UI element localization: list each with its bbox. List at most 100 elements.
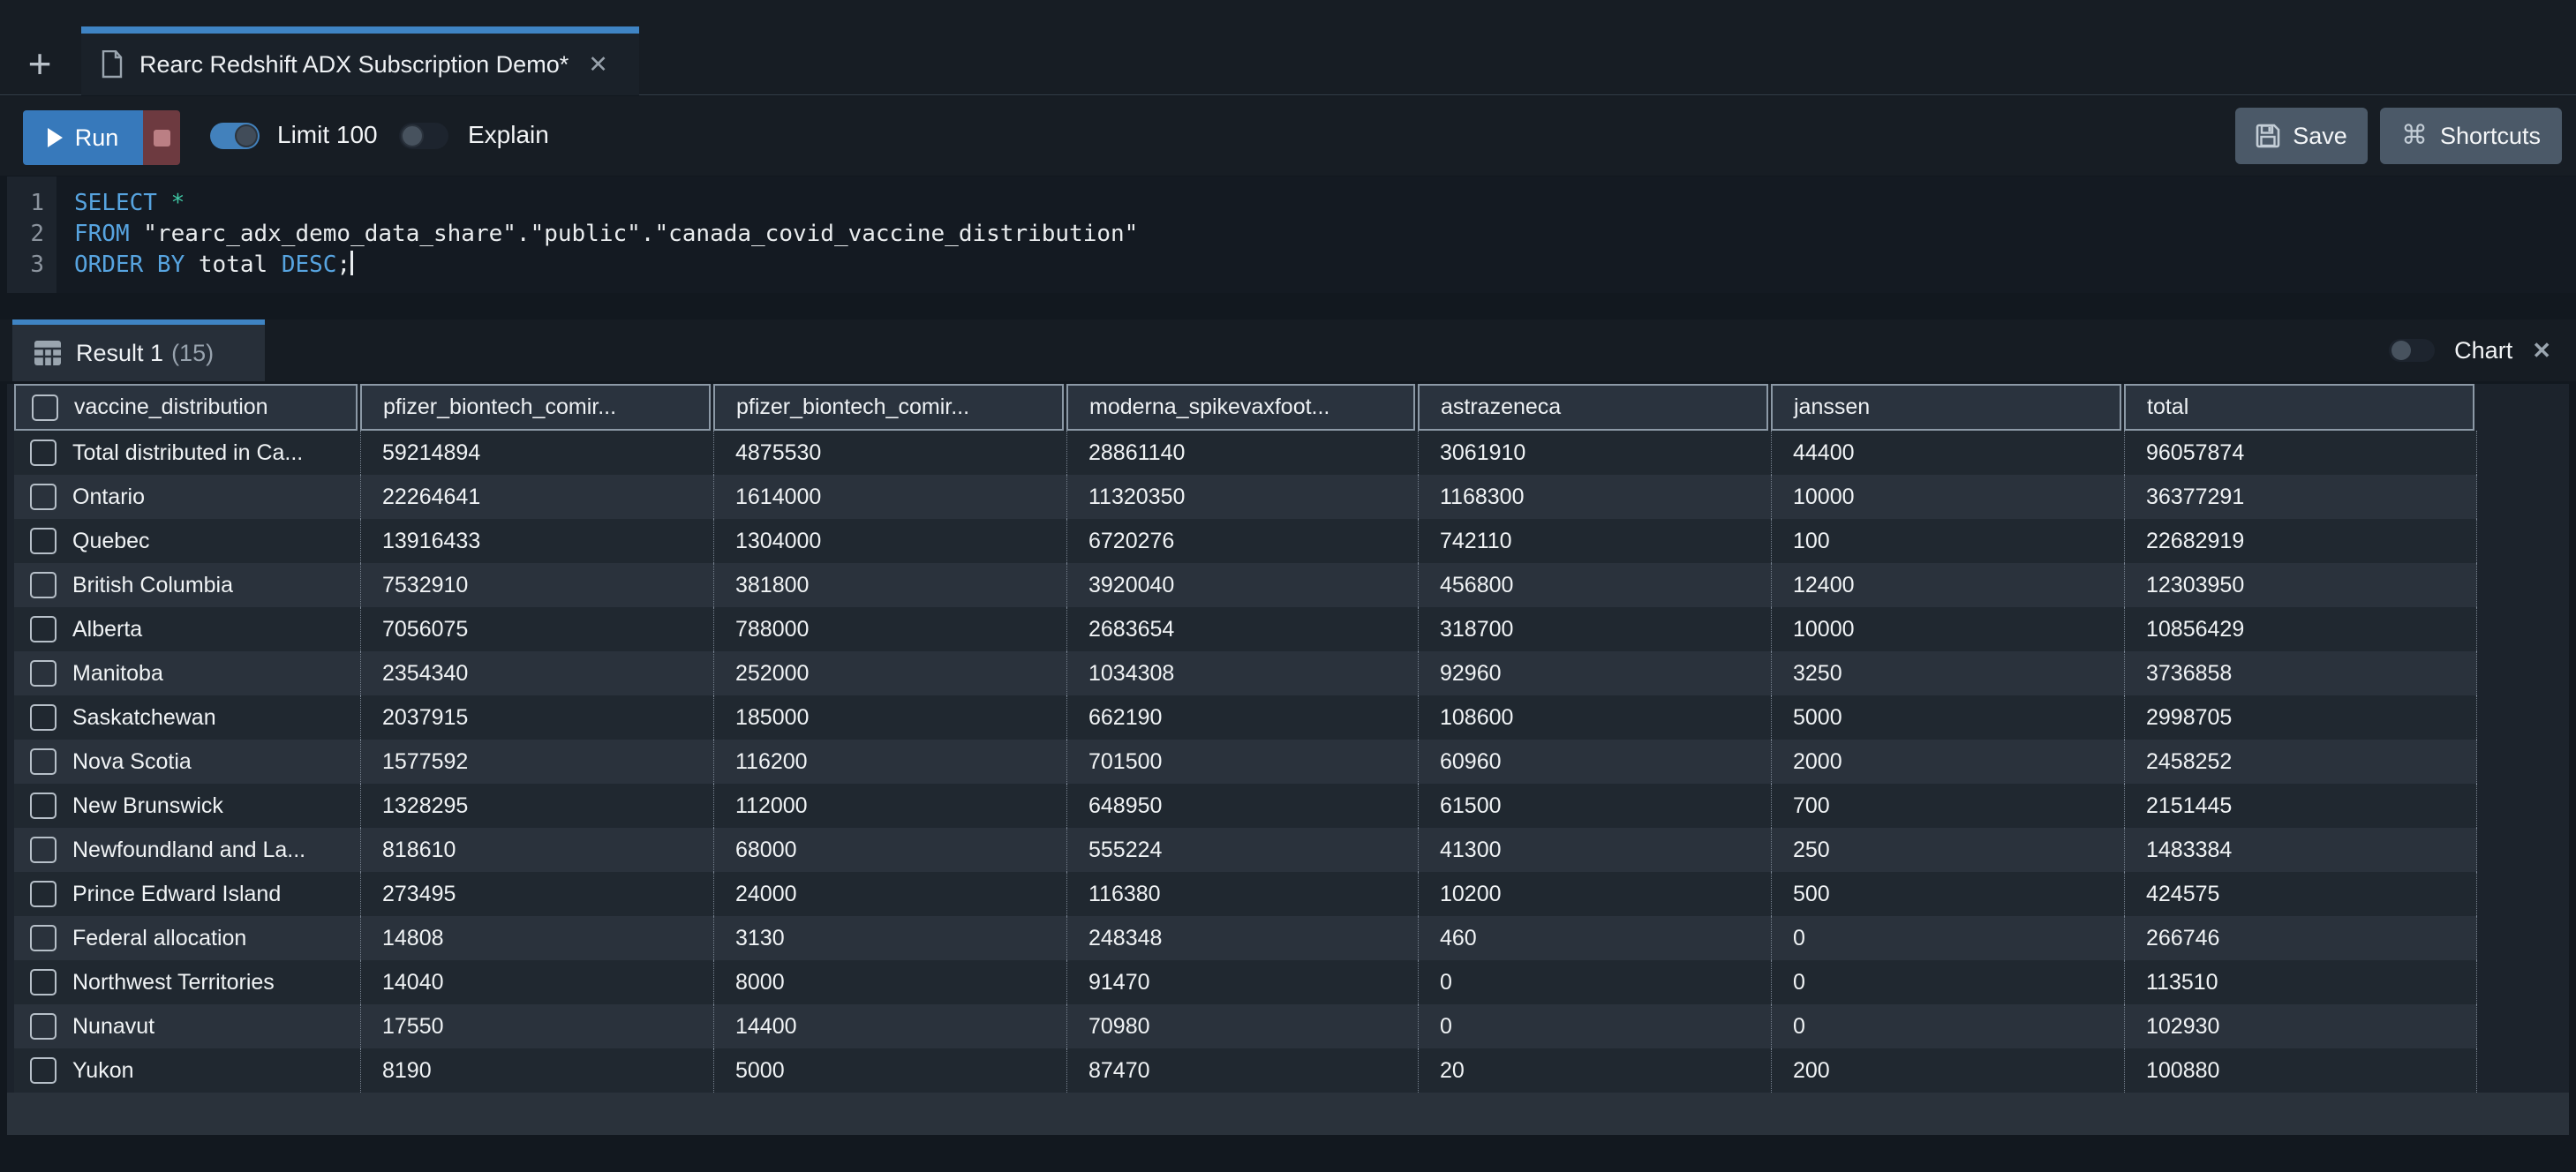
table-cell: New Brunswick	[14, 784, 360, 828]
table-cell: Federal allocation	[14, 916, 360, 960]
new-tab-button[interactable]: +	[19, 39, 60, 88]
table-cell: 7532910	[360, 563, 713, 607]
column-header-moderna-spikevaxfoot-[interactable]: moderna_spikevaxfoot...	[1066, 384, 1415, 431]
save-button[interactable]: Save	[2235, 108, 2368, 164]
table-row[interactable]: Northwest Territories1404080009147000113…	[14, 960, 2477, 1004]
table-cell: 11320350	[1066, 475, 1418, 519]
table-cell: 44400	[1771, 431, 2124, 475]
row-checkbox[interactable]	[30, 616, 56, 642]
table-row[interactable]: Saskatchewan2037915185000662190108600500…	[14, 695, 2477, 740]
table-cell: 8000	[713, 960, 1066, 1004]
table-cell: 41300	[1418, 828, 1771, 872]
table-row[interactable]: Nova Scotia15775921162007015006096020002…	[14, 740, 2477, 784]
row-checkbox[interactable]	[30, 837, 56, 863]
table-cell: 555224	[1066, 828, 1418, 872]
row-checkbox[interactable]	[30, 572, 56, 598]
table-cell: 500	[1771, 872, 2124, 916]
query-editor-window: + Rearc Redshift ADX Subscription Demo* …	[0, 0, 2576, 1172]
cell-value: 185000	[735, 705, 809, 731]
column-header-label: janssen	[1794, 394, 1870, 420]
line-number: 1	[7, 188, 56, 219]
table-body: Total distributed in Ca...59214894487553…	[14, 431, 2477, 1093]
cell-value: 8000	[735, 970, 785, 995]
table-row[interactable]: Total distributed in Ca...59214894487553…	[14, 431, 2477, 475]
cell-value: New Brunswick	[72, 793, 223, 819]
column-header-vaccine-distribution[interactable]: vaccine_distribution	[14, 384, 358, 431]
result-tab[interactable]: Result 1 (15)	[12, 319, 265, 381]
column-header-janssen[interactable]: janssen	[1771, 384, 2121, 431]
tab-rearc-redshift-demo[interactable]: Rearc Redshift ADX Subscription Demo* ✕	[81, 26, 639, 95]
cell-value: 116380	[1088, 882, 1161, 907]
row-checkbox[interactable]	[30, 704, 56, 731]
table-row[interactable]: Prince Edward Island27349524000116380102…	[14, 872, 2477, 916]
cell-value: 2000	[1793, 749, 1842, 775]
cell-value: 116200	[735, 749, 808, 775]
table-row[interactable]: Quebec1391643313040006720276742110100226…	[14, 519, 2477, 563]
table-row[interactable]: Yukon819050008747020200100880	[14, 1048, 2477, 1093]
table-cell: 14400	[713, 1004, 1066, 1048]
cell-value: 92960	[1440, 661, 1502, 687]
row-checkbox[interactable]	[30, 1013, 56, 1040]
cell-value: 200	[1793, 1058, 1830, 1084]
table-cell: 0	[1771, 960, 2124, 1004]
row-checkbox[interactable]	[30, 484, 56, 510]
tab-close-icon[interactable]: ✕	[588, 51, 608, 79]
row-checkbox[interactable]	[30, 881, 56, 907]
table-cell: 788000	[713, 607, 1066, 651]
row-checkbox[interactable]	[30, 660, 56, 687]
table-row[interactable]: New Brunswick132829511200064895061500700…	[14, 784, 2477, 828]
select-all-checkbox[interactable]	[32, 394, 58, 421]
table-row[interactable]: Ontario222646411614000113203501168300100…	[14, 475, 2477, 519]
column-header-label: astrazeneca	[1441, 394, 1561, 420]
table-cell: 12400	[1771, 563, 2124, 607]
row-checkbox[interactable]	[30, 528, 56, 554]
sql-editor[interactable]: 123 SELECT *FROM "rearc_adx_demo_data_sh…	[7, 177, 2576, 293]
row-checkbox[interactable]	[30, 1057, 56, 1084]
table-row[interactable]: Manitoba23543402520001034308929603250373…	[14, 651, 2477, 695]
table-row[interactable]: Nunavut17550144007098000102930	[14, 1004, 2477, 1048]
table-cell: 818610	[360, 828, 713, 872]
cell-value: 648950	[1088, 793, 1162, 819]
result-tab-label: Result 1	[76, 340, 163, 367]
cell-value: 700	[1793, 793, 1830, 819]
table-cell: Quebec	[14, 519, 360, 563]
shortcuts-button[interactable]: ⌘ Shortcuts	[2380, 108, 2562, 164]
cell-value: Quebec	[72, 529, 150, 554]
table-cell: 36377291	[2124, 475, 2477, 519]
chart-label: Chart	[2454, 337, 2512, 364]
cell-value: 381800	[735, 573, 809, 598]
row-checkbox[interactable]	[30, 793, 56, 819]
cell-value: British Columbia	[72, 573, 233, 598]
save-icon	[2256, 124, 2280, 148]
limit-toggle[interactable]	[210, 123, 260, 149]
line-number: 3	[7, 250, 56, 281]
row-checkbox[interactable]	[30, 925, 56, 951]
sql-token: *	[171, 190, 185, 216]
results-close-icon[interactable]: ✕	[2532, 337, 2551, 364]
editor-code-area[interactable]: SELECT *FROM "rearc_adx_demo_data_share"…	[56, 177, 2576, 293]
cell-value: 1168300	[1440, 485, 1524, 510]
chart-toggle[interactable]	[2389, 339, 2435, 362]
column-header-pfizer-biontech-comir-[interactable]: pfizer_biontech_comir...	[713, 384, 1064, 431]
row-checkbox[interactable]	[30, 440, 56, 466]
row-checkbox[interactable]	[30, 748, 56, 775]
table-row[interactable]: Federal allocation1480831302483484600266…	[14, 916, 2477, 960]
table-footer-strip[interactable]	[7, 1093, 2569, 1135]
run-button[interactable]: Run	[23, 110, 143, 165]
column-header-total[interactable]: total	[2124, 384, 2474, 431]
column-header-pfizer-biontech-comir-[interactable]: pfizer_biontech_comir...	[360, 384, 711, 431]
table-row[interactable]: Alberta705607578800026836543187001000010…	[14, 607, 2477, 651]
cell-value: 44400	[1793, 440, 1855, 466]
table-row[interactable]: Newfoundland and La...818610680005552244…	[14, 828, 2477, 872]
cell-value: 318700	[1440, 617, 1513, 642]
row-checkbox[interactable]	[30, 969, 56, 995]
column-header-astrazeneca[interactable]: astrazeneca	[1418, 384, 1768, 431]
explain-toggle[interactable]	[399, 123, 448, 149]
table-cell: 100	[1771, 519, 2124, 563]
table-cell: 648950	[1066, 784, 1418, 828]
cell-value: 3736858	[2146, 661, 2232, 687]
toggle-knob	[401, 124, 424, 147]
table-row[interactable]: British Columbia753291038180039200404568…	[14, 563, 2477, 607]
table-cell: 14808	[360, 916, 713, 960]
stop-button[interactable]	[143, 110, 180, 165]
